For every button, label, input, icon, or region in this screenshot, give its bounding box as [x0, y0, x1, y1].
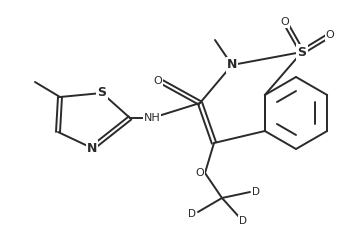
Text: D: D: [252, 187, 260, 197]
Text: O: O: [326, 30, 334, 40]
Text: O: O: [195, 168, 204, 178]
Text: D: D: [188, 209, 196, 219]
Text: O: O: [154, 76, 163, 86]
Text: D: D: [239, 216, 247, 226]
Text: N: N: [87, 142, 97, 155]
Text: N: N: [227, 58, 237, 71]
Text: S: S: [298, 46, 306, 58]
Text: O: O: [280, 17, 289, 27]
Text: NH: NH: [143, 113, 160, 123]
Text: S: S: [98, 87, 106, 99]
